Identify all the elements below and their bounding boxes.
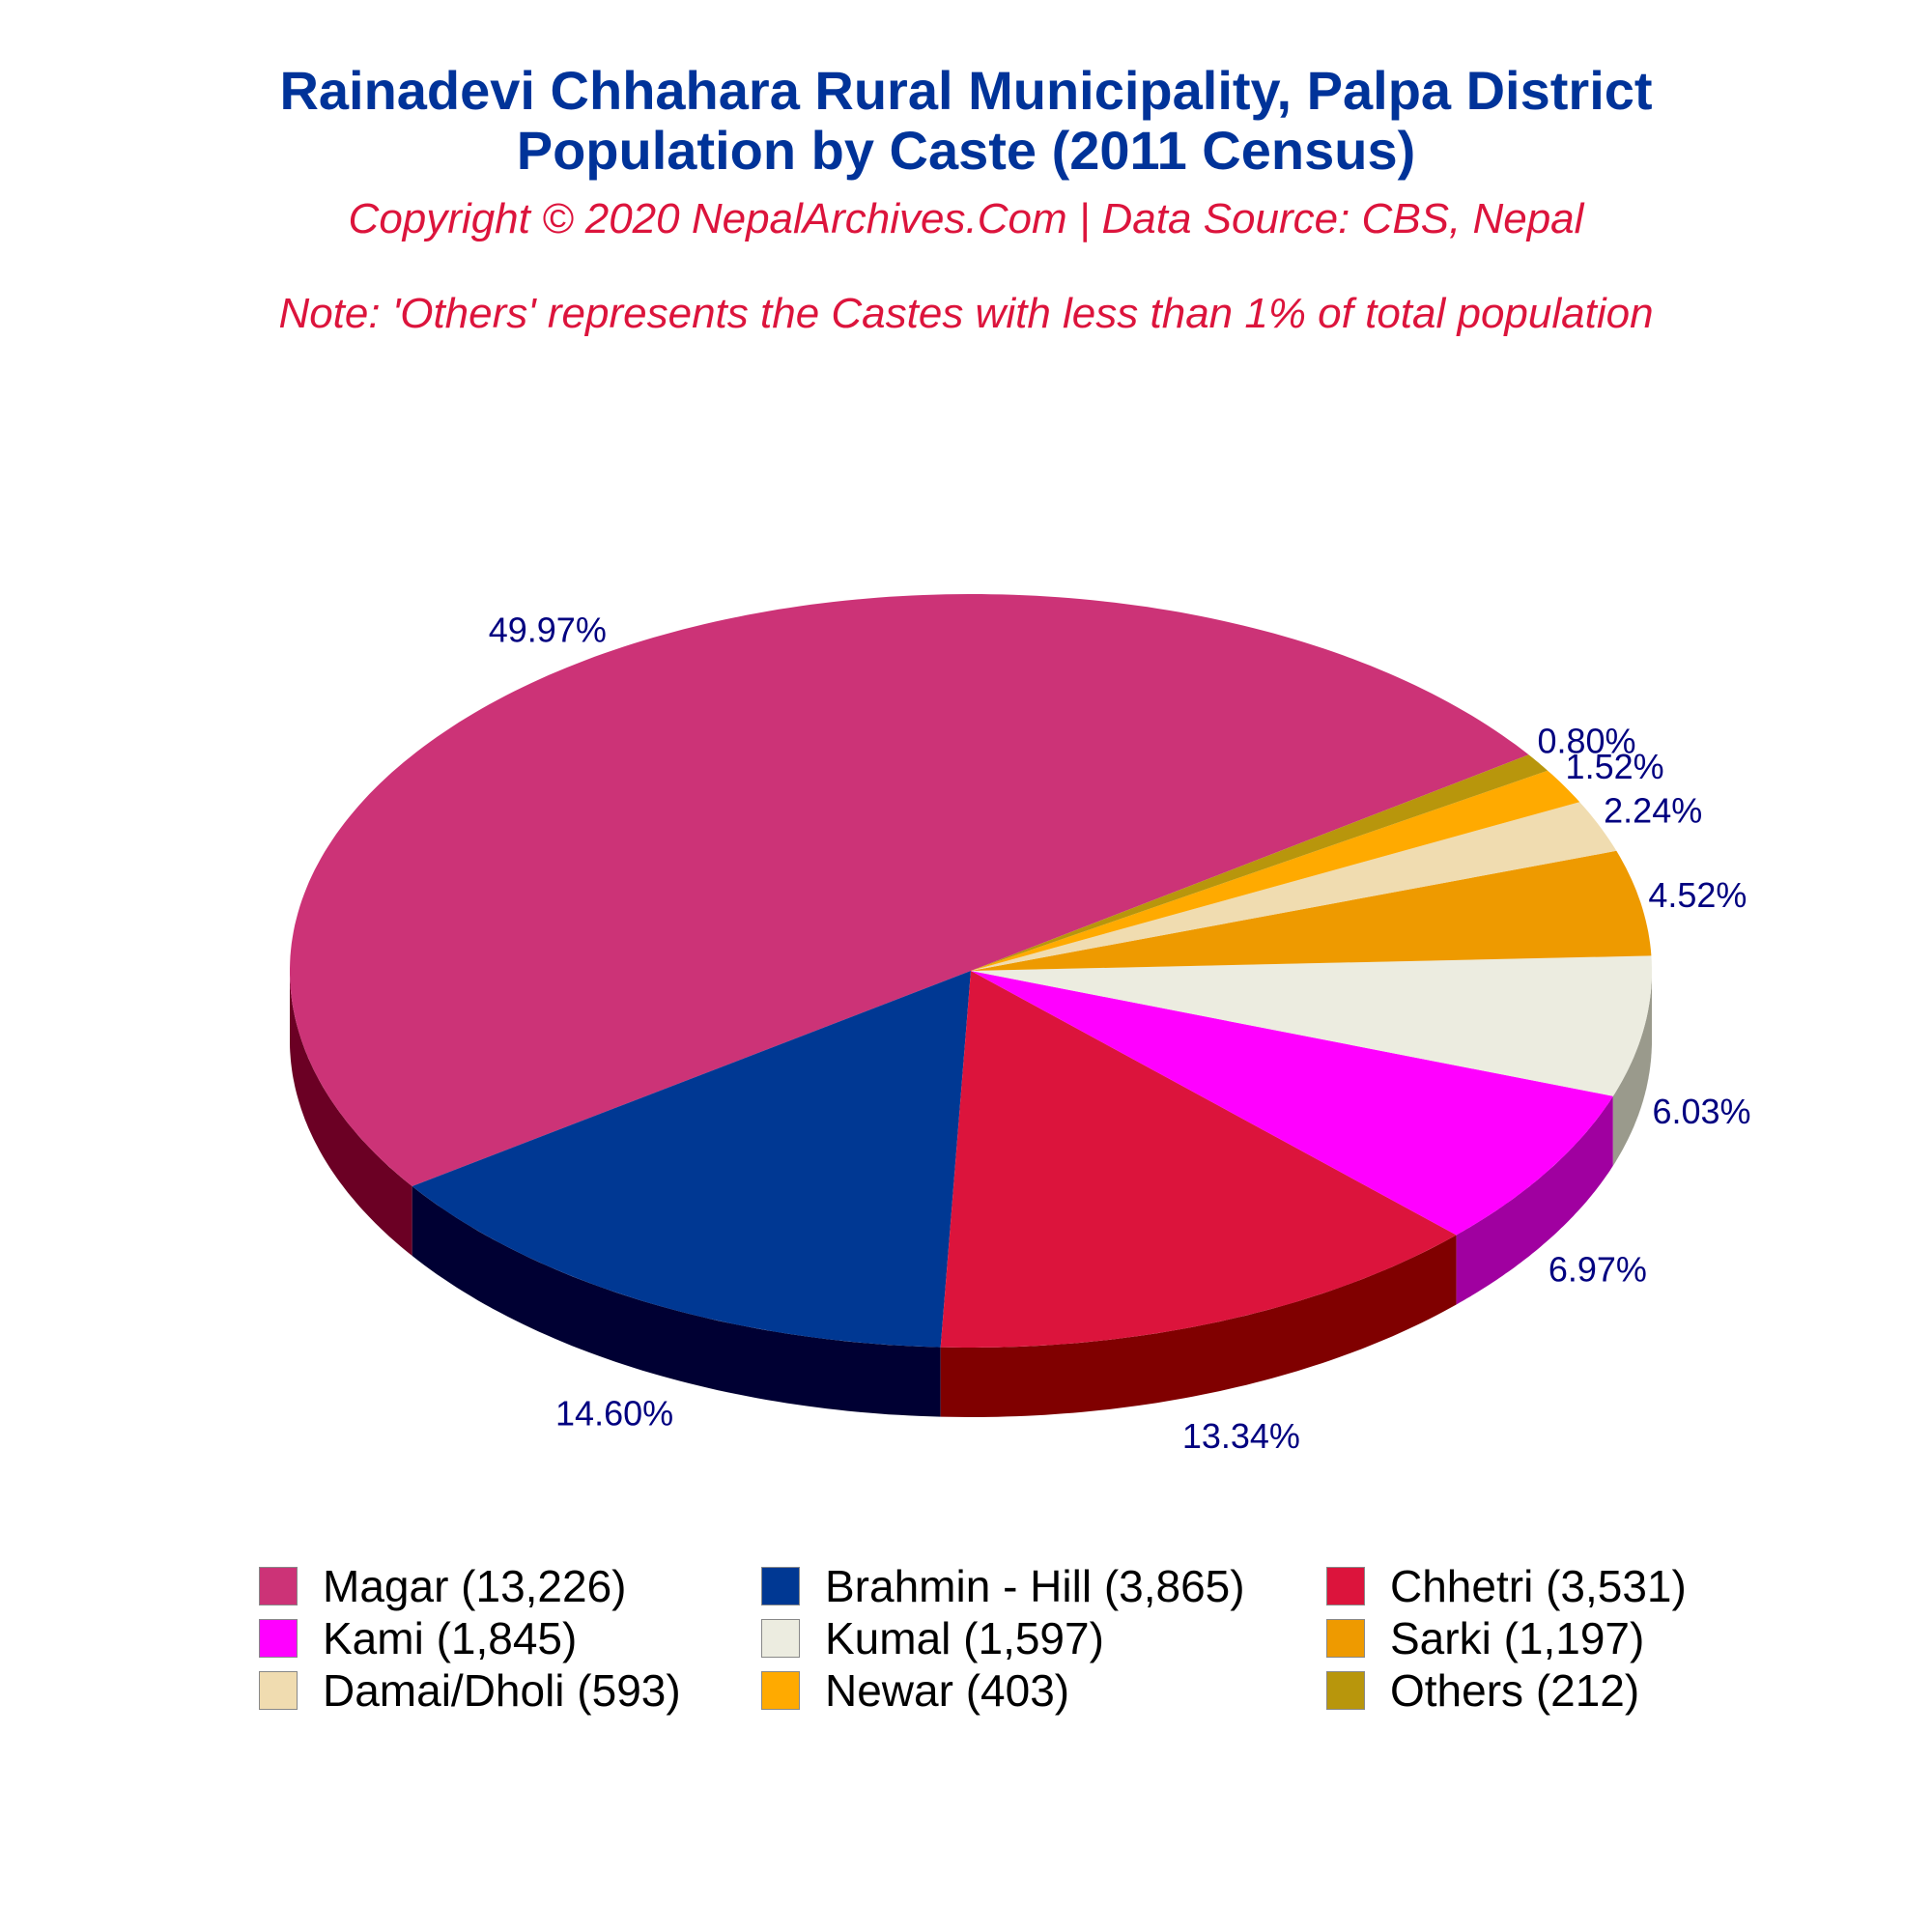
legend-swatch — [259, 1619, 298, 1658]
legend-item-magar: Magar (13,226) — [259, 1560, 627, 1612]
legend-label: Magar (13,226) — [323, 1561, 627, 1611]
pie-slice-kami — [971, 971, 1613, 1236]
chart-title-line1: Rainadevi Chhahara Rural Municipality, P… — [279, 60, 1653, 121]
pie-slice-magar — [290, 594, 1529, 1186]
legend-label: Kami (1,845) — [323, 1613, 578, 1663]
legend-item-sarki: Sarki (1,197) — [1326, 1612, 1644, 1664]
legend-item-chhetri: Chhetri (3,531) — [1326, 1560, 1687, 1612]
pie-slice-sarki — [971, 850, 1652, 971]
legend-swatch — [761, 1567, 800, 1605]
pie-side-kumal — [1612, 971, 1652, 1166]
data-label-sarki: 4.52% — [1648, 875, 1747, 915]
legend-item-kami: Kami (1,845) — [259, 1612, 577, 1664]
legend-item-damai-dholi: Damai/Dholi (593) — [259, 1664, 681, 1717]
legend-swatch — [761, 1671, 800, 1710]
chart-note: Note: 'Others' represents the Castes wit… — [278, 290, 1654, 337]
legend-swatch — [1326, 1619, 1365, 1658]
data-label-newar: 1.52% — [1566, 747, 1664, 786]
pie-side-kami — [1456, 1095, 1613, 1305]
legend-item-others: Others (212) — [1326, 1664, 1639, 1717]
pie-side-magar — [290, 971, 412, 1256]
legend-label: Kumal (1,597) — [825, 1613, 1104, 1663]
data-label-kami: 6.97% — [1548, 1250, 1647, 1290]
legend-label: Chhetri (3,531) — [1390, 1561, 1687, 1611]
legend-swatch — [259, 1671, 298, 1710]
pie-slice-kumal — [971, 955, 1652, 1096]
pie-side-brahmin-hill — [412, 1186, 941, 1417]
pie-slice-brahmin-hill — [412, 971, 971, 1348]
legend-label: Others (212) — [1390, 1665, 1640, 1716]
data-label-kumal: 6.03% — [1652, 1092, 1750, 1131]
pie-slice-damai-dholi — [971, 802, 1617, 971]
legend-item-newar: Newar (403) — [761, 1664, 1069, 1717]
data-label-others: 0.80% — [1537, 721, 1635, 760]
legend-label: Brahmin - Hill (3,865) — [825, 1561, 1245, 1611]
pie-side-chhetri — [940, 1235, 1457, 1417]
legend-swatch — [761, 1619, 800, 1658]
legend-swatch — [1326, 1567, 1365, 1605]
pie-slice-chhetri — [940, 971, 1457, 1348]
data-label-brahmin-hill: 14.60% — [555, 1394, 673, 1434]
legend-item-kumal: Kumal (1,597) — [761, 1612, 1104, 1664]
chart-subtitle: Copyright © 2020 NepalArchives.Com | Dat… — [348, 195, 1584, 242]
chart-title-line2: Population by Caste (2011 Census) — [516, 120, 1416, 181]
data-label-damai-dholi: 2.24% — [1604, 791, 1702, 831]
legend-swatch — [259, 1567, 298, 1605]
legend-label: Damai/Dholi (593) — [323, 1665, 681, 1716]
pie-slice-others — [971, 754, 1548, 971]
data-label-magar: 49.97% — [489, 611, 607, 650]
pie-slice-newar — [971, 770, 1580, 971]
data-label-chhetri: 13.34% — [1182, 1416, 1300, 1456]
legend-item-brahmin-hill: Brahmin - Hill (3,865) — [761, 1560, 1245, 1612]
legend-swatch — [1326, 1671, 1365, 1710]
legend-label: Newar (403) — [825, 1665, 1070, 1716]
legend-label: Sarki (1,197) — [1390, 1613, 1645, 1663]
